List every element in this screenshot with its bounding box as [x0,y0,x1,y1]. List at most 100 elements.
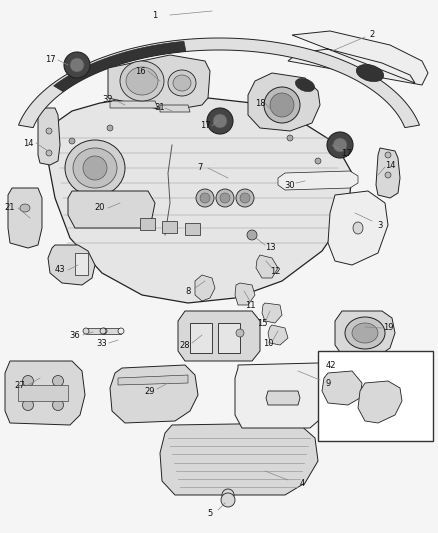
Polygon shape [358,381,402,423]
Polygon shape [248,73,320,131]
Text: 29: 29 [145,386,155,395]
Ellipse shape [22,376,33,386]
Text: 17: 17 [200,122,210,131]
Ellipse shape [213,114,227,128]
Ellipse shape [264,87,300,123]
Polygon shape [328,191,388,265]
Ellipse shape [200,193,210,203]
Polygon shape [190,323,212,353]
Polygon shape [268,325,288,345]
Text: 21: 21 [5,204,15,213]
Ellipse shape [270,93,294,117]
Ellipse shape [65,140,125,196]
Polygon shape [48,245,95,285]
Text: 5: 5 [207,508,212,518]
Ellipse shape [236,189,254,207]
Text: 4: 4 [300,479,304,488]
FancyBboxPatch shape [318,351,433,441]
Text: 16: 16 [135,67,145,76]
Ellipse shape [83,156,107,180]
Ellipse shape [83,328,89,334]
Polygon shape [376,148,400,198]
Text: 42: 42 [326,361,336,370]
Polygon shape [322,371,362,405]
Ellipse shape [295,78,314,92]
Ellipse shape [168,70,196,96]
Polygon shape [235,283,255,305]
Text: 11: 11 [245,301,255,310]
Ellipse shape [207,108,233,134]
Ellipse shape [287,135,293,141]
Text: 14: 14 [23,139,33,148]
Ellipse shape [352,323,378,343]
Ellipse shape [100,328,106,334]
Ellipse shape [101,328,107,334]
Ellipse shape [247,230,257,240]
Ellipse shape [221,493,235,507]
Ellipse shape [385,152,391,158]
Ellipse shape [173,75,191,91]
Text: 15: 15 [257,319,267,327]
Ellipse shape [333,138,347,152]
Polygon shape [278,171,358,190]
Polygon shape [110,101,158,108]
Ellipse shape [64,52,90,78]
Polygon shape [110,365,198,423]
Polygon shape [235,363,332,428]
Ellipse shape [69,138,75,144]
Ellipse shape [236,329,244,337]
Ellipse shape [345,317,385,349]
Polygon shape [256,255,278,278]
Text: 13: 13 [265,244,276,253]
Text: 17: 17 [45,55,55,64]
Text: 20: 20 [95,204,105,213]
Ellipse shape [353,222,363,234]
Text: 1: 1 [152,11,158,20]
Ellipse shape [222,489,234,501]
Text: 9: 9 [325,378,331,387]
Polygon shape [160,423,318,495]
Ellipse shape [216,189,234,207]
Text: 18: 18 [254,99,265,108]
Ellipse shape [327,132,353,158]
Text: 30: 30 [285,181,295,190]
Polygon shape [262,303,282,323]
Text: 14: 14 [385,160,395,169]
Text: 12: 12 [270,266,280,276]
Polygon shape [5,361,85,425]
Text: 10: 10 [263,338,273,348]
Ellipse shape [196,189,214,207]
Polygon shape [86,328,104,334]
Text: 17: 17 [341,149,351,157]
Polygon shape [68,191,155,228]
Polygon shape [178,311,260,361]
Polygon shape [195,275,215,301]
Text: 19: 19 [383,324,393,333]
Polygon shape [118,375,188,385]
Text: 3: 3 [377,221,383,230]
Ellipse shape [73,148,117,188]
Polygon shape [335,311,395,355]
Text: 32: 32 [102,95,113,104]
Ellipse shape [46,128,52,134]
Polygon shape [108,55,210,111]
Polygon shape [185,223,200,235]
Text: 27: 27 [15,381,25,390]
Ellipse shape [220,193,230,203]
Polygon shape [18,38,420,127]
Polygon shape [288,31,428,85]
Polygon shape [162,221,177,233]
Ellipse shape [118,328,124,334]
Ellipse shape [107,125,113,131]
Text: 33: 33 [97,338,107,348]
Polygon shape [140,218,155,230]
Polygon shape [218,323,240,353]
Text: 2: 2 [369,30,374,39]
Polygon shape [53,41,186,92]
Ellipse shape [315,158,321,164]
Polygon shape [160,105,190,112]
Ellipse shape [22,400,33,410]
Text: 36: 36 [70,330,81,340]
Polygon shape [18,385,68,401]
Ellipse shape [240,193,250,203]
